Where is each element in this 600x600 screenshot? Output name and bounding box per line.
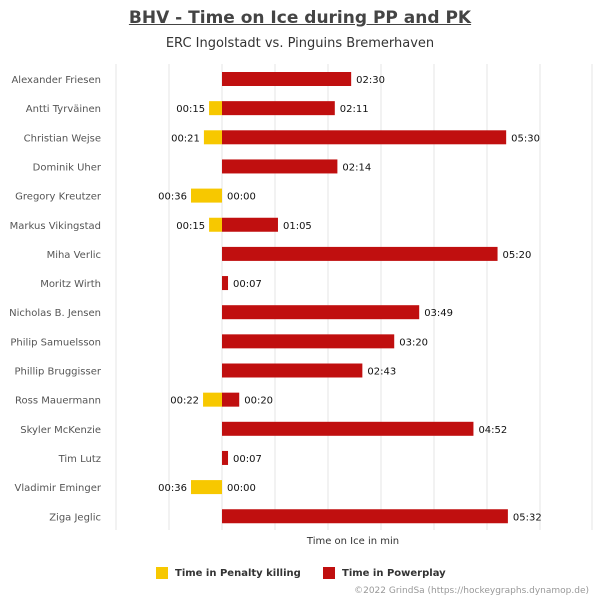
data-label-powerplay: 04:52 — [478, 425, 507, 436]
bar-powerplay — [222, 305, 420, 320]
bar-powerplay — [222, 450, 229, 465]
data-label-powerplay: 00:00 — [227, 192, 256, 203]
category-label: Dominik Uher — [33, 162, 102, 173]
bar-powerplay — [222, 509, 508, 524]
category-label: Gregory Kreutzer — [15, 192, 102, 203]
bar-powerplay — [222, 363, 363, 378]
legend: Time in Penalty killing Time in Powerpla… — [0, 567, 600, 583]
data-label-powerplay: 00:20 — [244, 396, 273, 407]
data-label-powerplay: 02:14 — [342, 162, 371, 173]
bar-powerplay — [222, 217, 278, 232]
data-label-powerplay: 05:20 — [503, 250, 532, 261]
category-label: Ziga Jeglic — [49, 512, 101, 523]
legend-label-penalty-killing: Time in Penalty killing — [175, 567, 301, 579]
legend-label-powerplay: Time in Powerplay — [342, 567, 446, 579]
bar-powerplay — [222, 421, 474, 436]
category-label: Tim Lutz — [58, 454, 101, 465]
legend-swatch-penalty-killing — [156, 567, 168, 579]
bar-powerplay — [222, 334, 395, 349]
category-label: Christian Wejse — [24, 133, 101, 144]
data-label-powerplay: 01:05 — [283, 221, 312, 232]
bar-powerplay — [222, 72, 352, 86]
category-label: Skyler McKenzie — [20, 425, 101, 436]
data-label-penalty-killing: 00:15 — [176, 221, 205, 232]
data-label-penalty-killing: 00:21 — [171, 133, 200, 144]
bar-powerplay — [222, 392, 240, 407]
bar-penalty-killing — [191, 480, 222, 495]
legend-swatch-powerplay — [323, 567, 335, 579]
data-label-penalty-killing: 00:36 — [158, 483, 187, 494]
category-label: Philip Samuelsson — [10, 337, 101, 348]
bar-powerplay — [222, 159, 338, 174]
bar-powerplay — [222, 246, 498, 261]
bar-penalty-killing — [191, 188, 222, 203]
data-label-penalty-killing: 00:15 — [176, 104, 205, 115]
bar-penalty-killing — [209, 217, 222, 232]
data-label-powerplay: 02:43 — [367, 367, 396, 378]
data-label-powerplay: 00:00 — [227, 483, 256, 494]
bar-penalty-killing — [203, 392, 222, 407]
data-label-powerplay: 02:11 — [340, 104, 369, 115]
category-label: Antti Tyrväinen — [26, 104, 101, 115]
category-label: Moritz Wirth — [40, 279, 101, 290]
category-label: Phillip Bruggisser — [15, 367, 102, 378]
category-label: Vladimir Eminger — [15, 483, 102, 494]
category-label: Miha Verlic — [47, 250, 101, 261]
bar-powerplay — [222, 276, 229, 291]
category-label: Nicholas B. Jensen — [9, 308, 101, 319]
bar-penalty-killing — [203, 130, 222, 145]
bars — [191, 72, 508, 524]
chart-subtitle: ERC Ingolstadt vs. Pinguins Bremerhaven — [165, 36, 435, 51]
data-label-powerplay: 00:07 — [233, 454, 262, 465]
data-label-powerplay: 05:32 — [513, 512, 542, 523]
data-label-penalty-killing: 00:36 — [158, 192, 187, 203]
category-labels: Alexander Friesen Antti Tyrväinen Christia… — [9, 75, 102, 523]
category-label: Ross Mauermann — [15, 396, 101, 407]
category-label: Markus Vikingstad — [10, 221, 101, 232]
bar-penalty-killing — [209, 101, 222, 116]
data-label-powerplay: 03:20 — [399, 337, 428, 348]
legend-item-powerplay: Time in Powerplay — [323, 567, 446, 579]
data-label-powerplay: 05:30 — [511, 133, 540, 144]
x-axis-label: Time on Ice in min — [306, 536, 400, 547]
bar-powerplay — [222, 101, 335, 116]
data-labels: 02:30 00:15 02:11 00:21 05:30 02:14 00:36 00:00… — [158, 75, 542, 523]
credit-text: ©2022 GrindSa (https://hockeygraphs.dyna… — [354, 586, 589, 596]
legend-item-penalty-killing: Time in Penalty killing — [156, 567, 301, 579]
data-label-powerplay: 00:07 — [233, 279, 262, 290]
bar-powerplay — [222, 130, 507, 145]
category-label: Alexander Friesen — [11, 75, 101, 86]
data-label-powerplay: 03:49 — [424, 308, 453, 319]
data-label-penalty-killing: 00:22 — [170, 396, 199, 407]
data-label-powerplay: 02:30 — [356, 75, 385, 86]
chart-title: BHV - Time on Ice during PP and PK — [128, 8, 472, 28]
